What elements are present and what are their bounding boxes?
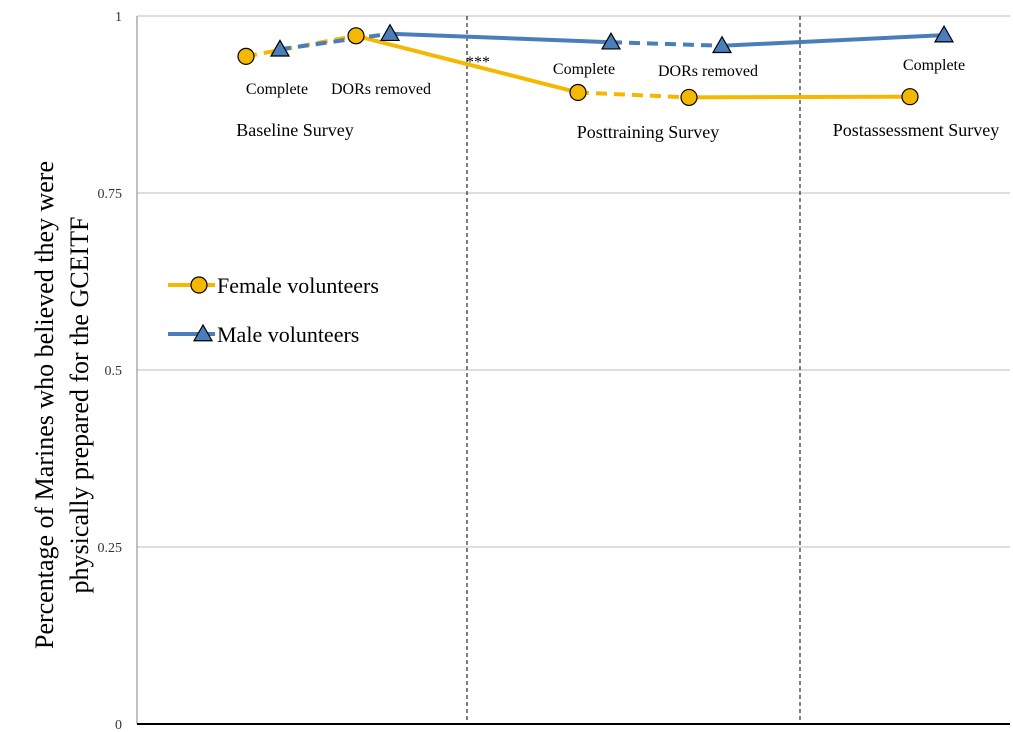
series-markers <box>237 23 955 107</box>
male-series-segment <box>279 31 391 52</box>
legend-label: Male volunteers <box>217 322 359 347</box>
section-labels: Baseline Survey Posttraining Survey Postas… <box>236 120 999 142</box>
male-data-point <box>600 31 622 50</box>
section-dividers <box>466 16 801 724</box>
male-series-segment <box>610 40 723 48</box>
legend-triangle-icon <box>192 323 214 342</box>
significance-marker: *** <box>466 54 490 71</box>
y-tick-label: 0.25 <box>98 541 123 556</box>
point-label: DORs removed <box>331 81 431 98</box>
axes <box>136 16 1010 725</box>
section-label: Baseline Survey <box>236 120 353 140</box>
female-series-segment <box>688 94 911 100</box>
male-data-point <box>933 24 955 43</box>
y-axis-title: Percentage of Marines who believed they … <box>30 161 94 649</box>
legend-label: Female volunteers <box>217 273 379 298</box>
female-data-point <box>680 88 698 107</box>
male-data-point <box>379 23 401 42</box>
point-annotations: Complete DORs removed Complete DORs removed… <box>246 54 965 98</box>
male-data-point <box>269 39 291 57</box>
section-label: Posttraining Survey <box>577 122 720 142</box>
section-label: Postassessment Survey <box>833 120 1000 140</box>
female-data-point <box>347 27 365 45</box>
female-data-point <box>901 88 919 106</box>
point-label: Complete <box>553 61 615 78</box>
female-data-point <box>237 47 255 65</box>
y-tick-label: 0.75 <box>98 187 123 202</box>
female-series-segment <box>355 33 579 95</box>
male-series-segment <box>389 31 612 45</box>
y-tick-label: 1 <box>115 10 122 25</box>
y-axis-label-line: physically prepared for the GCEITF <box>65 217 94 594</box>
point-label: Complete <box>246 81 308 98</box>
male-series-segment <box>721 33 945 48</box>
y-axis-label-line: Percentage of Marines who believed they … <box>30 161 59 649</box>
legend-circle-icon <box>190 276 208 294</box>
y-tick-label: 0.5 <box>105 364 123 379</box>
female-data-point <box>569 83 587 102</box>
point-label: DORs removed <box>658 63 758 80</box>
series-lines <box>245 31 945 100</box>
male-data-point <box>711 35 733 54</box>
y-tick-label: 0 <box>115 718 122 732</box>
legend: Female volunteers Male volunteers <box>168 273 379 347</box>
y-tick-labels: 0 0.25 0.5 0.75 1 <box>98 10 123 732</box>
point-label: Complete <box>903 57 965 74</box>
y-axis-label: Percentage of Marines who believed they … <box>30 161 94 649</box>
female-series-segment <box>577 90 690 100</box>
gridlines <box>137 15 1010 548</box>
